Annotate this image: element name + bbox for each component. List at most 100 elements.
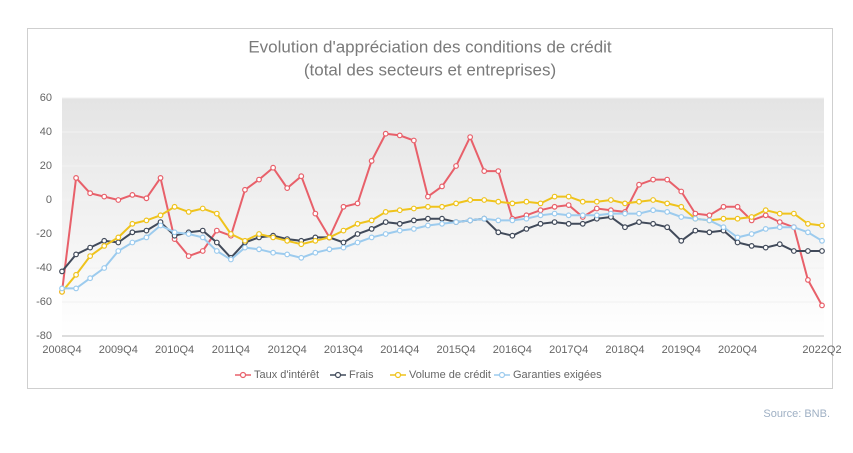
point (312, 210, 319, 217)
point (467, 134, 474, 141)
point (143, 217, 150, 224)
y-tick-label: -60 (36, 296, 52, 308)
point (706, 229, 713, 236)
point (199, 248, 206, 254)
point (354, 231, 361, 237)
legend-marker (239, 371, 247, 379)
point (622, 210, 628, 217)
point (664, 176, 671, 183)
point (73, 285, 79, 292)
x-tick-label: 2018Q4 (605, 344, 644, 356)
point (115, 248, 122, 254)
point (678, 188, 685, 195)
point (734, 215, 741, 222)
point (805, 248, 811, 254)
legend-marker (334, 371, 342, 379)
point (762, 212, 769, 219)
point (396, 220, 403, 227)
point (523, 225, 530, 232)
legend-marker (498, 371, 506, 379)
point (636, 219, 642, 226)
point (551, 193, 558, 200)
point (622, 224, 628, 231)
point (354, 220, 361, 227)
point (73, 251, 79, 258)
point (495, 229, 502, 236)
point (762, 207, 769, 214)
point (593, 212, 600, 219)
point (776, 219, 783, 226)
point (706, 212, 713, 219)
point (678, 214, 685, 220)
point (453, 163, 459, 169)
legend-label: Garanties exigées (513, 369, 602, 381)
point (213, 239, 220, 246)
point (340, 244, 347, 251)
y-tick-label: 40 (40, 126, 52, 138)
point (270, 249, 277, 256)
point (425, 222, 431, 229)
point (256, 176, 262, 183)
x-tick-label: 2009Q4 (99, 344, 138, 356)
point (242, 237, 248, 244)
point (157, 212, 164, 219)
point (382, 130, 389, 137)
point (87, 244, 94, 251)
point (805, 277, 811, 283)
x-tick-label: 2017Q4 (549, 344, 588, 356)
point (101, 193, 108, 200)
point (481, 197, 488, 203)
point (565, 220, 572, 227)
point (664, 224, 671, 231)
y-tick-label: -80 (36, 330, 52, 342)
point (439, 183, 445, 190)
point (509, 217, 516, 224)
point (692, 227, 699, 234)
point (790, 224, 797, 231)
point (579, 220, 586, 227)
point (636, 198, 642, 205)
point (453, 219, 459, 226)
point (720, 215, 727, 222)
point (805, 220, 811, 227)
x-tick-label: 2008Q4 (42, 344, 81, 356)
point (143, 195, 150, 202)
point (410, 205, 417, 212)
y-tick-label: 60 (40, 92, 52, 104)
point (340, 203, 347, 210)
point (115, 239, 122, 246)
point (326, 234, 333, 241)
point (762, 244, 769, 251)
point (185, 208, 192, 215)
point (410, 225, 417, 232)
x-tick-label: 2016Q4 (493, 344, 532, 356)
point (537, 207, 544, 214)
point (157, 174, 164, 181)
point (593, 205, 600, 212)
point (692, 215, 699, 222)
point (678, 203, 685, 210)
point (115, 197, 122, 203)
point (537, 220, 544, 227)
point (185, 253, 192, 260)
point (495, 198, 502, 205)
point (199, 205, 206, 212)
point (101, 265, 108, 271)
point (678, 237, 685, 244)
y-tick-label: 20 (40, 160, 52, 172)
point (213, 227, 220, 234)
point (495, 217, 502, 224)
point (762, 225, 769, 232)
point (284, 185, 291, 192)
point (439, 220, 445, 227)
point (410, 217, 417, 224)
point (551, 210, 558, 217)
point (720, 224, 727, 231)
x-tick-label: 2022Q2 (802, 344, 841, 356)
point (636, 181, 642, 188)
point (790, 210, 797, 217)
point (396, 227, 403, 234)
point (650, 176, 657, 183)
point (59, 268, 65, 275)
